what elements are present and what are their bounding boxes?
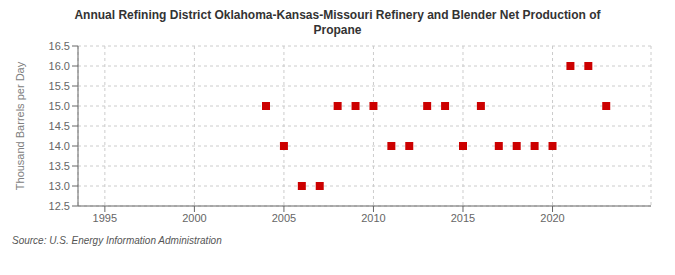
svg-text:15.0: 15.0 xyxy=(49,100,70,112)
html-text:Propane: Propane xyxy=(313,23,362,37)
svg-text:12.5: 12.5 xyxy=(49,200,70,212)
html-text:Source: U.S. Energy Informatio: Source: U.S. Energy Information Administ… xyxy=(12,235,222,246)
svg-text:13.0: 13.0 xyxy=(49,180,70,192)
svg-text:2020: 2020 xyxy=(540,212,564,224)
html-text:Annual Refining District Oklah: Annual Refining District Oklahoma-Kansas… xyxy=(74,8,601,22)
svg-text:14.0: 14.0 xyxy=(49,140,70,152)
svg-text:2015: 2015 xyxy=(451,212,475,224)
svg-text:Thousand Barrels per Day: Thousand Barrels per Day xyxy=(14,61,26,190)
svg-text:16.0: 16.0 xyxy=(49,60,70,72)
svg-text:2000: 2000 xyxy=(182,212,206,224)
svg-text:2010: 2010 xyxy=(361,212,385,224)
svg-text:14.5: 14.5 xyxy=(49,120,70,132)
svg-text:16.5: 16.5 xyxy=(49,40,70,52)
svg-text:15.5: 15.5 xyxy=(49,80,70,92)
svg-text:2005: 2005 xyxy=(272,212,296,224)
svg-text:13.5: 13.5 xyxy=(49,160,70,172)
svg-text:1995: 1995 xyxy=(93,212,117,224)
